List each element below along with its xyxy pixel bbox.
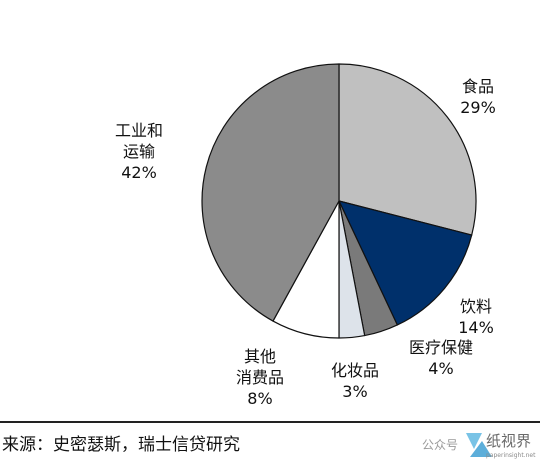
slice-category-label: 医疗保健 <box>409 338 473 357</box>
slice-category-label: 其他 <box>244 347 276 366</box>
slice-category-label: 工业和 <box>115 121 163 140</box>
pie-slice <box>201 63 340 322</box>
slice-category-label: 消费品 <box>236 368 284 387</box>
slice-value-label: 4% <box>428 359 453 378</box>
watermark: 公众号 纸视界 paperinsight.net <box>422 427 536 461</box>
slice-value-label: 14% <box>458 318 494 337</box>
slice-value-label: 42% <box>121 163 157 182</box>
slice-category-label: 运输 <box>123 142 155 161</box>
svg-text:纸视界: 纸视界 <box>486 432 531 450</box>
slice-value-label: 8% <box>247 389 272 408</box>
slice-category-label: 食品 <box>462 77 494 96</box>
paper-insight-logo-icon: 纸视界 paperinsight.net <box>466 432 536 459</box>
source-note: 来源：史密瑟斯，瑞士信贷研究 <box>2 435 240 455</box>
pie-slices <box>201 63 477 339</box>
footer-divider <box>0 421 540 423</box>
slice-value-label: 3% <box>342 382 367 401</box>
pie-slice <box>338 200 473 326</box>
slice-value-label: 29% <box>460 98 496 117</box>
slice-category-label: 饮料 <box>460 297 492 316</box>
pie-slice <box>338 63 477 236</box>
svg-text:paperinsight.net: paperinsight.net <box>486 452 536 459</box>
watermark-text: 公众号 <box>421 437 458 452</box>
slice-category-label: 化妆品 <box>331 361 379 380</box>
